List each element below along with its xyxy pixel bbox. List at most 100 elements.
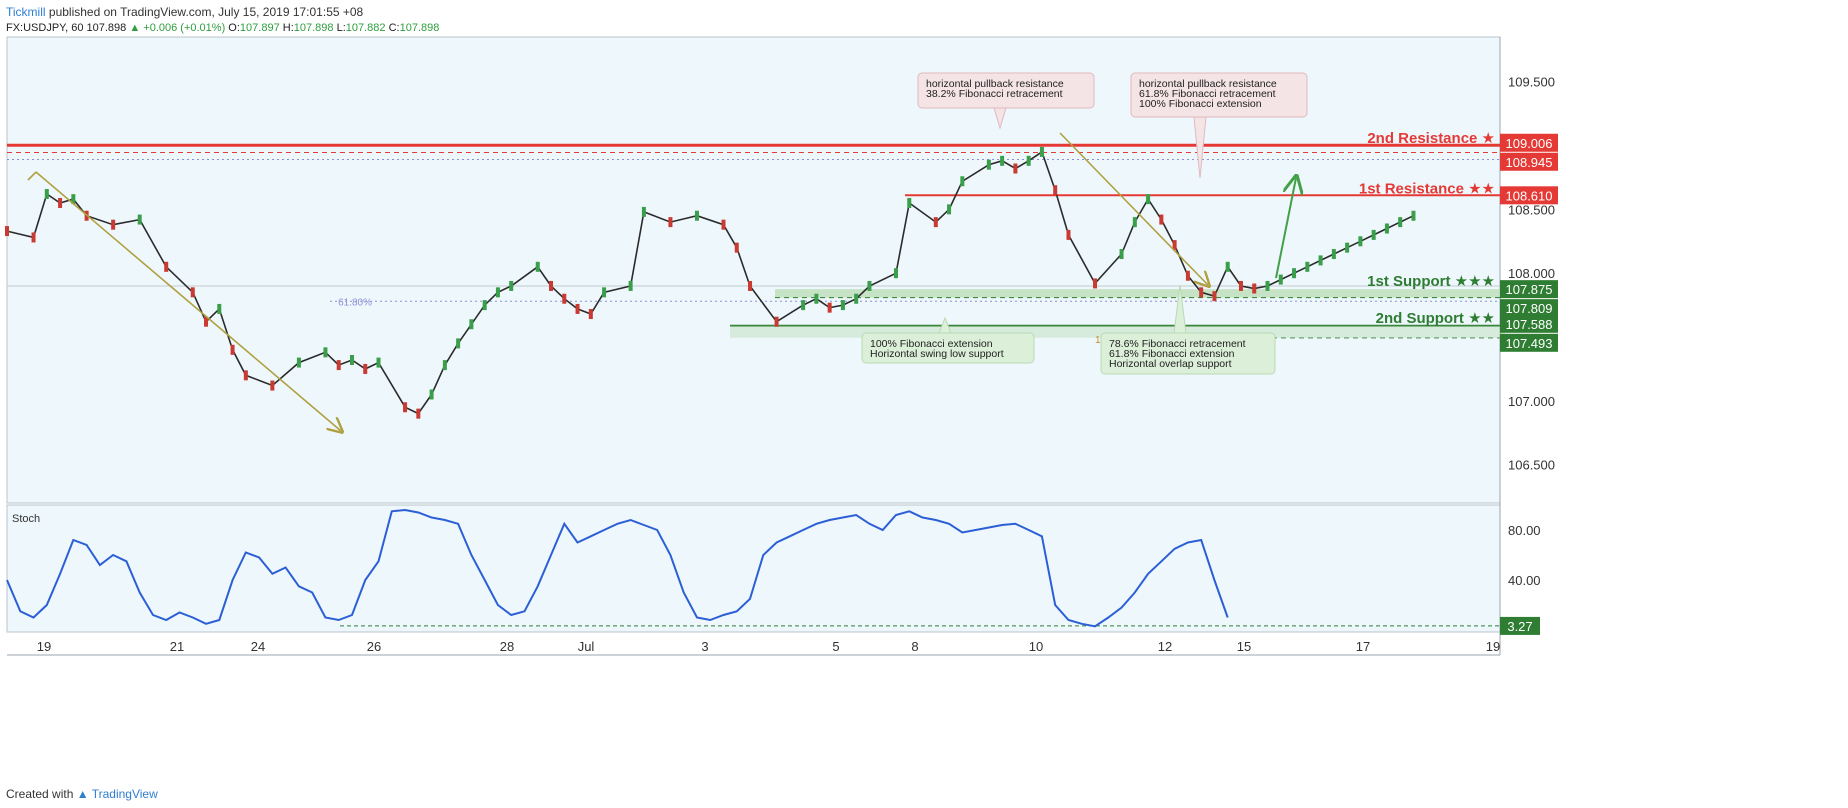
price-candle (217, 303, 222, 314)
created-with-text: Created with (6, 787, 74, 801)
price-candle (376, 357, 381, 368)
price-candle (1398, 217, 1403, 228)
price-candle (1000, 155, 1005, 166)
price-candle (482, 300, 487, 311)
tradingview-brand[interactable]: TradingView (91, 787, 158, 801)
x-tick-label: 10 (1029, 639, 1043, 654)
price-candle (1411, 210, 1416, 221)
price-candle (469, 319, 474, 330)
price-candle (349, 355, 354, 366)
price-candle (1212, 291, 1217, 302)
price-tag-box (1500, 314, 1558, 333)
symbol-label: FX:USDJPY, 60 (6, 22, 84, 34)
change-value: ▲ +0.006 (+0.01%) (129, 22, 226, 34)
price-candle (58, 197, 63, 208)
high-value: 107.898 (293, 22, 334, 34)
price-candle (1013, 163, 1018, 174)
price-candle (442, 360, 447, 371)
author-link[interactable]: Tickmill (6, 5, 46, 19)
price-candle (907, 197, 912, 208)
ohlc-line: FX:USDJPY, 60 107.898 ▲ +0.006 (+0.01%) … (6, 22, 439, 34)
x-tick-label: 21 (170, 639, 184, 654)
footer: Created with ▲ TradingView (6, 787, 158, 801)
price-candle (827, 302, 832, 313)
price-candle (1358, 236, 1363, 247)
y-tick-label: 109.500 (1508, 75, 1555, 90)
price-candle (641, 206, 646, 217)
price-candle (854, 293, 859, 304)
annotation-box (1130, 72, 1308, 118)
price-candle (562, 293, 567, 304)
x-tick-label: 17 (1356, 639, 1370, 654)
price-candle (270, 380, 275, 391)
price-candle (1132, 217, 1137, 228)
price-candle (416, 408, 421, 419)
price-candle (1345, 242, 1350, 253)
downtrend-arrow-1 (35, 171, 341, 431)
price-tag-box (1500, 133, 1558, 152)
stoch-tick-80: 80.00 (1508, 523, 1541, 538)
annotation-pointer (938, 316, 952, 334)
price-candle (137, 214, 142, 225)
support-zone (775, 289, 1500, 298)
price-candle (296, 357, 301, 368)
price-candle (549, 280, 554, 291)
price-tag-label: 108.945 (1506, 155, 1553, 170)
price-candle (111, 219, 116, 230)
close-value: 107.898 (399, 22, 440, 34)
price-candle (363, 363, 368, 374)
price-candle (933, 217, 938, 228)
price-candle (1185, 270, 1190, 281)
price-tag-label: 107.588 (1506, 317, 1553, 332)
high-label: H: (282, 22, 294, 34)
price-candle (1292, 268, 1297, 279)
y-tick-label: 107.000 (1508, 394, 1555, 409)
publisher-line: Tickmill published on TradingView.com, J… (6, 5, 363, 19)
price-tag-label: 107.809 (1506, 301, 1553, 316)
price-candle (71, 194, 76, 205)
annotation-box (1100, 332, 1276, 375)
price-candle (1318, 255, 1323, 266)
price-candle (947, 204, 952, 215)
price-candle (1331, 249, 1336, 260)
price-candle (694, 210, 699, 221)
annotation-box (861, 332, 1035, 364)
price-candle (1252, 283, 1257, 294)
y-tick-label: 108.000 (1508, 266, 1555, 281)
stoch-label: Stoch (12, 513, 40, 525)
support-2-label: 2nd Support ★★ (1376, 310, 1495, 327)
price-candle (44, 189, 49, 200)
open-value: 107.897 (239, 22, 280, 34)
low-value: 107.882 (345, 22, 386, 34)
downtrend-arrow-1-head (27, 171, 37, 181)
price-candle (509, 280, 514, 291)
price-candle (1172, 240, 1177, 251)
price-candle (893, 268, 898, 279)
price-candle (668, 217, 673, 228)
price-candle (1384, 223, 1389, 234)
price-tag-box (1500, 186, 1558, 205)
price-candle (1039, 146, 1044, 157)
price-tag-label: 107.875 (1506, 282, 1553, 297)
x-tick-label: Jul (578, 639, 595, 654)
price-candle (429, 389, 434, 400)
price-candle (602, 287, 607, 298)
price-candle (1119, 249, 1124, 260)
last-price: 107.898 (86, 22, 127, 34)
price-candle (867, 280, 872, 291)
price-candle (1225, 261, 1230, 272)
price-candle (5, 226, 9, 237)
x-tick-label: 28 (500, 639, 514, 654)
projection-arrow (1275, 178, 1296, 279)
annotation-line: 61.8% Fibonacci extension (1109, 348, 1235, 360)
price-candle (1159, 214, 1164, 225)
price-candle (204, 316, 209, 327)
price-candle (336, 360, 341, 371)
x-tick-label: 24 (251, 639, 265, 654)
price-candle (535, 261, 540, 272)
tradingview-link[interactable]: ▲ TradingView (76, 787, 158, 801)
price-line (6, 150, 1414, 415)
stoch-tick-40: 40.00 (1508, 573, 1541, 588)
price-candle (403, 402, 408, 413)
